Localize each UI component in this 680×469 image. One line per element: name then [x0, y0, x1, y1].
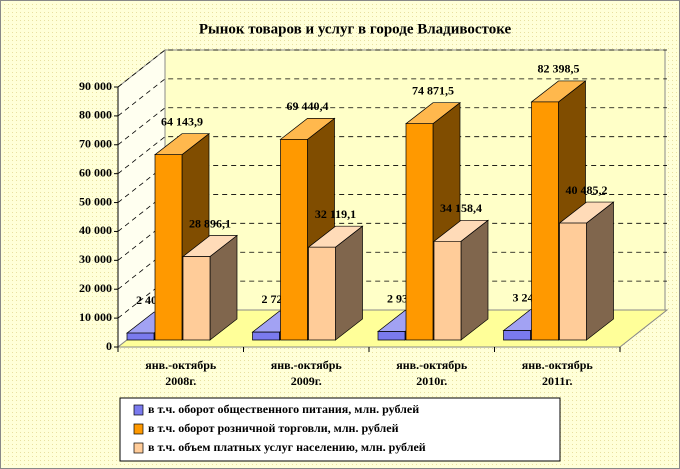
bar-face: [586, 201, 614, 341]
y-tick-label: 90 000: [79, 79, 112, 93]
grid-line: [117, 280, 667, 319]
legend-swatch: [133, 442, 144, 454]
bar-face: [503, 330, 531, 341]
bar-face: [531, 101, 559, 341]
y-tick-label: 0: [106, 339, 112, 353]
bar-face: [126, 332, 155, 341]
bar-face: [154, 154, 183, 341]
legend-swatch: [133, 404, 144, 416]
y-tick-label: 50 000: [79, 194, 112, 208]
bar-face: [559, 222, 587, 341]
data-label: 28 896,1: [189, 216, 231, 230]
bar-face: [182, 256, 211, 341]
legend-swatch: [133, 423, 144, 435]
grid-line: [117, 222, 667, 261]
bar: [558, 201, 615, 341]
y-tick-label: 80 000: [79, 108, 112, 122]
data-label: 74 871,5: [412, 83, 454, 97]
bar-face: [377, 331, 406, 341]
y-tick-label: 30 000: [79, 252, 112, 266]
data-label: 34 158,4: [440, 201, 482, 215]
bar-face: [252, 331, 280, 341]
chart-title: Рынок товаров и услуг в городе Владивост…: [199, 21, 512, 37]
grid-line: [117, 78, 667, 117]
y-tick-label: 60 000: [79, 165, 112, 179]
grid-line: [117, 107, 667, 146]
legend-label: в т.ч. оборот розничной торговли, млн. р…: [148, 421, 399, 435]
legend-label: в т.ч. оборот общественного питания, млн…: [148, 402, 419, 416]
x-tick-label: янв.-октябрь 2011г.: [521, 358, 593, 388]
grid-line: [117, 194, 667, 232]
bar-face: [433, 240, 462, 341]
legend-label: в т.ч. объем платных услуг населению, мл…: [148, 440, 426, 454]
bar: [432, 219, 490, 341]
data-label: 64 143,9: [161, 114, 203, 128]
grid-line: [117, 251, 667, 290]
grid-line: [117, 136, 667, 174]
data-label: 32 119,1: [315, 207, 356, 221]
y-tick-label: 10 000: [79, 310, 112, 324]
y-tick-label: 70 000: [79, 137, 112, 151]
legend: [119, 397, 561, 462]
bar-face: [280, 139, 308, 341]
bar-face: [405, 123, 434, 341]
bar-face: [308, 246, 336, 341]
bar: [181, 234, 239, 341]
grid-line: [117, 165, 667, 203]
data-label: 40 485,2: [566, 183, 608, 197]
data-label: 69 440,4: [287, 99, 329, 113]
y-tick-label: 20 000: [79, 281, 112, 295]
y-tick-label: 40 000: [79, 223, 112, 237]
x-tick-label: янв.-октябрь 2009г.: [270, 358, 342, 388]
x-tick-label: янв.-октябрь 2008г.: [145, 358, 217, 388]
bar: [307, 225, 364, 341]
data-label: 82 398,5: [538, 62, 580, 76]
grid-line: [117, 49, 667, 88]
x-tick-label: янв.-октябрь 2010г.: [396, 358, 468, 388]
